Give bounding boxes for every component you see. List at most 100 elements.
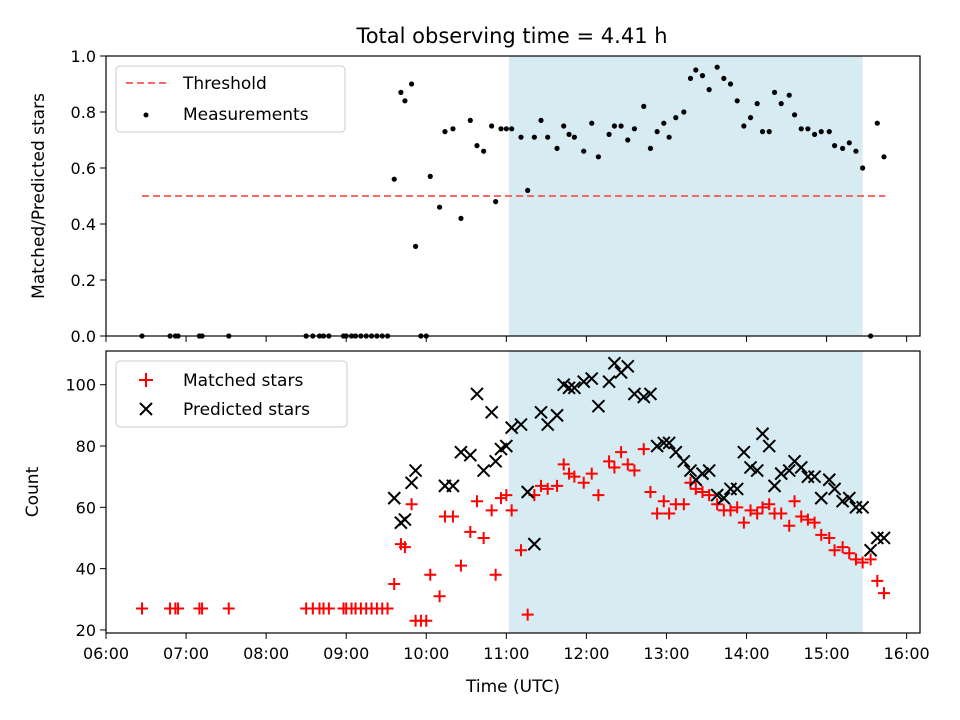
matched-star-point (592, 489, 605, 502)
measurement-point (727, 81, 734, 87)
predicted-star-point (404, 476, 419, 490)
matched-star-point (775, 507, 788, 520)
bottom-axes-frame (105, 350, 921, 634)
legend-predicted-swatch (139, 402, 153, 416)
predicted-star-point (470, 387, 484, 401)
matched-star-point (585, 467, 598, 480)
legend-threshold-label: Threshold (182, 74, 267, 94)
matched-star-point (849, 553, 862, 566)
predicted-star-point (446, 479, 460, 493)
measurement-point (611, 123, 618, 129)
measurement-point (402, 98, 408, 104)
matched-star-point (724, 504, 737, 517)
measurement-point (509, 126, 515, 132)
predicted-star-point (750, 463, 764, 478)
predicted-star-point (794, 460, 808, 475)
measurement-point (754, 101, 760, 107)
matched-star-point (871, 574, 884, 587)
predicted-star-point (488, 454, 503, 469)
xtick-label: 08:00 (243, 644, 289, 663)
matched-star-point (731, 501, 744, 514)
predicted-star-point (577, 374, 591, 389)
matched-star-point (801, 513, 814, 526)
bottom-ytick-label: 40 (76, 560, 96, 579)
predicted-star-point (591, 399, 606, 413)
matched-star-point (763, 498, 776, 511)
legend-predicted-label: Predicted stars (183, 400, 310, 420)
matched-star-point (657, 495, 670, 508)
matched-star-point (424, 568, 437, 581)
top-ytick-label: 0.4 (71, 215, 96, 234)
top-x-ticks (105, 336, 908, 342)
predicted-star-point (562, 381, 576, 395)
legend-measurements-label: Measurements (183, 105, 309, 125)
measurement-point (706, 87, 712, 93)
measurement-point (805, 126, 811, 132)
measurement-point (493, 199, 499, 205)
matched-star-point (788, 495, 801, 508)
predicted-star-point (637, 390, 651, 404)
predicted-star-point (774, 466, 788, 481)
matched-star-point (663, 507, 676, 520)
matched-star-point (477, 531, 490, 544)
measurement-point (571, 134, 577, 140)
legend-matched-label: Matched stars (183, 371, 303, 391)
matched-star-point (521, 608, 534, 621)
predicted-star-point (387, 491, 401, 505)
matched-star-point (608, 461, 621, 474)
measurement-point (474, 143, 480, 149)
predicted-star-point (514, 417, 528, 432)
matched-star-point (783, 519, 796, 532)
measurement-point (625, 137, 631, 143)
matched-star-point (222, 602, 235, 615)
matched-star-point (446, 510, 459, 523)
xtick-label: 10:00 (403, 644, 449, 663)
xtick-label: 09:00 (323, 644, 369, 663)
bottom-panel: 20 40 60 80 100 06:00 07:00 08:00 09:00 10:00 11:… (23, 350, 930, 697)
measurement-point (687, 75, 694, 81)
predicted-star-point (627, 387, 642, 401)
measurement-point (427, 173, 433, 179)
measurement-point (661, 120, 667, 126)
matched-star-point (864, 553, 877, 566)
matched-star-point (677, 498, 690, 511)
predicted-star-point (476, 463, 491, 478)
matched-star-point (603, 455, 616, 468)
predicted-star-point (643, 387, 658, 401)
matched-star-point (628, 464, 641, 477)
bottom-legend: Matched stars Predicted stars (115, 360, 348, 428)
matched-star-point (795, 510, 808, 523)
predicted-star-point (702, 463, 716, 478)
matched-star-point (823, 531, 836, 544)
measurement-point (631, 126, 638, 132)
bottom-y-ticks: 20 40 60 80 100 (65, 376, 106, 640)
measurement-point (881, 154, 887, 160)
predicted-star-point (607, 356, 622, 370)
predicted-star-point (710, 488, 724, 502)
xtick-label: 16:00 (884, 644, 930, 663)
predicted-star-point (454, 445, 468, 459)
predicted-star-point (484, 405, 499, 420)
measurement-point (771, 89, 778, 95)
matched-star-point (470, 495, 483, 508)
measurement-point (831, 143, 838, 149)
predicted-star-point (737, 445, 751, 459)
matched-star-point (322, 602, 335, 615)
matched-star-point (405, 498, 418, 511)
top-y-axis-label: Matched/Predicted stars (29, 93, 49, 299)
measurement-point (766, 129, 772, 135)
predicted-star-point (602, 374, 616, 389)
matched-star-point (420, 614, 433, 627)
predicted-star-point (650, 439, 664, 453)
predicted-star-point (499, 439, 514, 453)
measurement-point (860, 165, 866, 171)
matched-star-point (381, 602, 394, 615)
measurement-point (606, 131, 612, 137)
top-ytick-label: 0.0 (71, 327, 96, 346)
measurement-point (673, 115, 679, 121)
matched-star-point (196, 602, 209, 615)
matched-star-point (644, 486, 657, 498)
predicted-star-point (695, 466, 710, 481)
predicted-star-point (743, 460, 758, 475)
measurement-point (531, 134, 537, 140)
